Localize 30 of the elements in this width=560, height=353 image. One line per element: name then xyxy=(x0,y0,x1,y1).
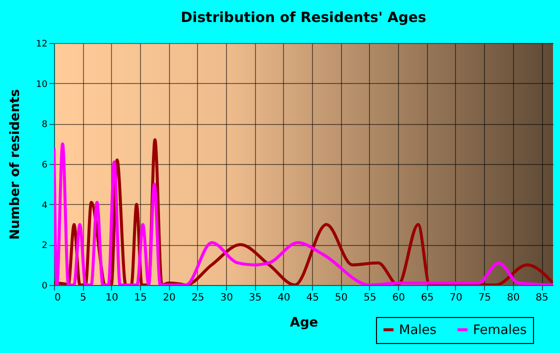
y-tick-label: 4 xyxy=(42,200,48,211)
x-tick-label: 80 xyxy=(506,292,520,304)
x-tick-label: 35 xyxy=(248,292,262,304)
x-tick-label: 70 xyxy=(450,292,462,304)
x-tick-label: 0 xyxy=(54,292,61,304)
y-tick-label: 12 xyxy=(36,40,48,50)
x-tick-label: 10 xyxy=(105,292,118,304)
x-tick-label: 65 xyxy=(420,292,434,304)
x-tick-label: 40 xyxy=(278,292,290,304)
y-tick-label: 10 xyxy=(36,80,48,90)
x-tick-label: 45 xyxy=(306,292,319,304)
x-tick-label: 30 xyxy=(220,292,233,304)
x-tick-label: 60 xyxy=(392,292,406,304)
y-tick-label: 0 xyxy=(42,282,48,292)
x-axis-title: Age xyxy=(290,316,318,330)
x-tick-label: 15 xyxy=(134,292,147,304)
y-tick-label: 8 xyxy=(42,120,48,130)
x-tick-label: 55 xyxy=(364,292,376,304)
x-tick-label: 85 xyxy=(536,292,548,304)
legend-label: Males xyxy=(399,322,437,338)
x-tick-label: 75 xyxy=(478,292,492,304)
y-tick-label: 2 xyxy=(42,241,48,252)
x-tick-label: 50 xyxy=(334,292,348,304)
x-tick-label: 20 xyxy=(162,292,176,304)
y-axis-title: Number of residents xyxy=(8,88,24,240)
y-tick-label: 6 xyxy=(42,160,48,170)
legend-label: Females xyxy=(473,322,528,338)
x-tick-label: 25 xyxy=(192,292,204,304)
chart-title: Distribution of Residents' Ages xyxy=(180,10,426,26)
x-tick-label: 5 xyxy=(80,292,86,304)
